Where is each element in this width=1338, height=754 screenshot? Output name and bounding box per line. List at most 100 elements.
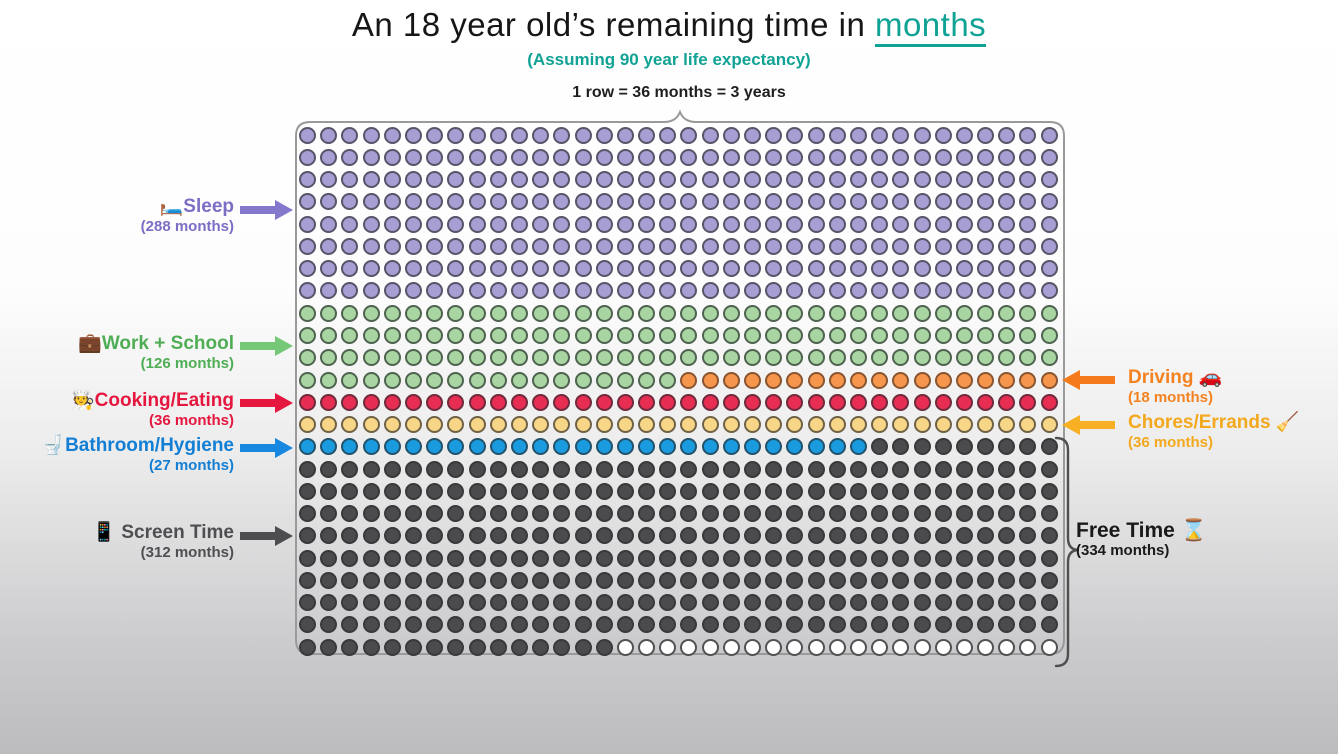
month-dot-sleep — [680, 215, 698, 233]
month-dot-work — [786, 327, 804, 345]
month-dot-bath — [595, 438, 613, 456]
month-dot-screen — [532, 505, 550, 523]
month-dot-sleep — [659, 237, 677, 255]
month-dot-sleep — [659, 126, 677, 144]
month-dot-work — [892, 327, 910, 345]
month-dot-sleep — [1019, 215, 1037, 233]
month-dot-screen — [892, 616, 910, 634]
month-dot-screen — [299, 527, 317, 545]
month-dot-sleep — [701, 282, 719, 300]
month-dot-bath — [616, 438, 634, 456]
month-dot-bath — [383, 438, 401, 456]
month-dot-work — [383, 349, 401, 367]
month-dot-work — [616, 327, 634, 345]
label-cooking-eating: 🧑‍🍳Cooking/Eating (36 months) — [22, 390, 234, 431]
month-dot-sleep — [849, 148, 867, 166]
month-dot-screen — [341, 527, 359, 545]
month-dot-work — [807, 327, 825, 345]
month-dot-work — [1019, 349, 1037, 367]
month-dot-screen — [320, 482, 338, 500]
month-dot-screen — [426, 460, 444, 478]
month-dot-screen — [299, 505, 317, 523]
month-dot-sleep — [913, 126, 931, 144]
month-dot-empty — [934, 638, 952, 656]
month-dot-chores — [913, 416, 931, 434]
month-dot-screen — [1019, 505, 1037, 523]
month-dot-sleep — [616, 148, 634, 166]
month-dot-screen — [828, 594, 846, 612]
month-dot-screen — [574, 527, 592, 545]
month-dot-screen — [510, 616, 528, 634]
month-dot-work — [765, 327, 783, 345]
month-dot-screen — [701, 594, 719, 612]
month-dot-screen — [934, 460, 952, 478]
work-name: Work + School — [101, 333, 234, 354]
month-dot-screen — [680, 616, 698, 634]
month-dot-screen — [744, 616, 762, 634]
month-dot-cook — [426, 393, 444, 411]
month-dot-sleep — [977, 148, 995, 166]
month-dot-screen — [1040, 460, 1058, 478]
month-dot-screen — [892, 460, 910, 478]
month-dot-sleep — [320, 282, 338, 300]
month-dot-screen — [786, 549, 804, 567]
month-dot-chores — [383, 416, 401, 434]
screen-months: (312 months) — [140, 544, 234, 561]
month-dot-screen — [977, 482, 995, 500]
month-dot-sleep — [892, 215, 910, 233]
month-dot-screen — [468, 571, 486, 589]
month-dot-screen — [299, 638, 317, 656]
month-dot-sleep — [574, 126, 592, 144]
month-dot-sleep — [701, 260, 719, 278]
month-dot-screen — [701, 549, 719, 567]
month-dot-screen — [1019, 571, 1037, 589]
month-dot-screen — [489, 482, 507, 500]
month-dot-screen — [638, 505, 656, 523]
month-dot-sleep — [786, 215, 804, 233]
month-dot-sleep — [553, 237, 571, 255]
month-dot-screen — [405, 460, 423, 478]
month-dot-cook — [595, 393, 613, 411]
month-dot-chores — [955, 416, 973, 434]
month-dot-sleep — [765, 215, 783, 233]
month-dot-work — [320, 304, 338, 322]
month-dot-screen — [383, 594, 401, 612]
month-dot-work — [849, 349, 867, 367]
month-dot-screen — [722, 460, 740, 478]
month-dot-cook — [616, 393, 634, 411]
month-dot-empty — [765, 638, 783, 656]
month-dot-screen — [616, 571, 634, 589]
month-dot-screen — [977, 460, 995, 478]
month-dot-screen — [955, 527, 973, 545]
month-dot-work — [998, 304, 1016, 322]
month-dot-chores — [489, 416, 507, 434]
month-dot-work — [405, 371, 423, 389]
month-dot-sleep — [913, 171, 931, 189]
month-dot-chores — [659, 416, 677, 434]
month-dot-work — [468, 304, 486, 322]
month-dot-sleep — [299, 215, 317, 233]
month-dot-sleep — [320, 171, 338, 189]
month-dot-sleep — [489, 282, 507, 300]
month-dot-screen — [977, 549, 995, 567]
month-dot-screen — [744, 571, 762, 589]
month-dot-sleep — [1040, 126, 1058, 144]
month-dot-sleep — [765, 260, 783, 278]
month-dot-screen — [532, 527, 550, 545]
month-dot-sleep — [701, 126, 719, 144]
month-dot-screen — [299, 460, 317, 478]
month-dot-sleep — [638, 148, 656, 166]
month-dot-work — [341, 304, 359, 322]
month-dot-screen — [765, 482, 783, 500]
month-dot-sleep — [744, 237, 762, 255]
month-dot-sleep — [977, 215, 995, 233]
month-dot-work — [871, 304, 889, 322]
month-dot-sleep — [574, 171, 592, 189]
month-dot-sleep — [722, 193, 740, 211]
month-dot-sleep — [638, 126, 656, 144]
month-dot-sleep — [849, 215, 867, 233]
month-dot-screen — [638, 616, 656, 634]
month-dot-screen — [934, 594, 952, 612]
month-dot-work — [934, 304, 952, 322]
month-dot-screen — [616, 549, 634, 567]
